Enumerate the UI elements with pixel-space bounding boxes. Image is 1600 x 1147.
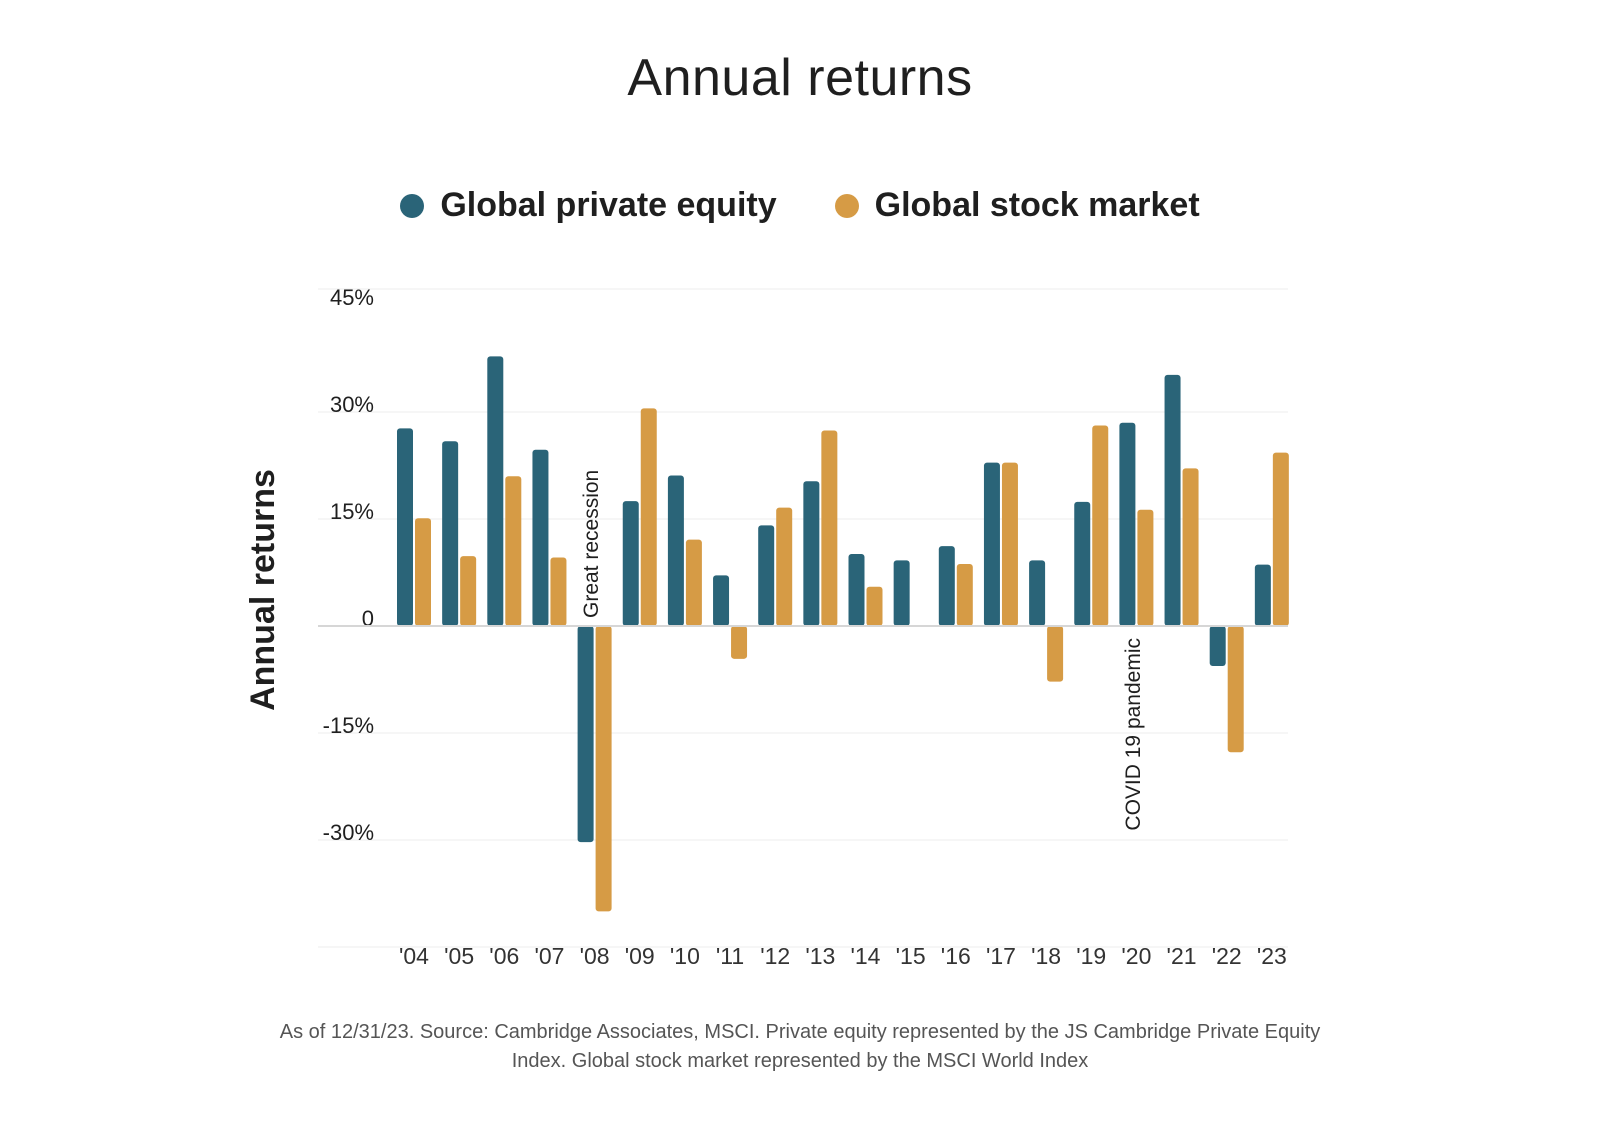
bar-stock-market [956,563,973,626]
bar-stock-market [685,539,702,626]
bar-private-equity [893,560,910,626]
bar-private-equity [758,525,775,626]
bar-private-equity [1164,374,1181,626]
x-tick-label: '20 [1121,943,1151,969]
bar-stock-market [866,586,883,626]
legend-item-stock-market: Global stock market [834,186,1200,225]
legend-label-private-equity: Global private equity [440,186,777,224]
bar-stock-market [595,626,612,912]
annotation-great-recession: Great recession [580,470,603,618]
bar-stock-market [550,557,567,626]
y-tick-label: -15% [323,713,374,738]
x-tick-label: '19 [1076,943,1106,969]
chart-legend: Global private equity Global stock marke… [0,186,1600,225]
x-tick-label: '13 [805,943,835,969]
bar-stock-market [1137,509,1154,626]
x-tick-label: '05 [444,943,474,969]
x-tick-label: '14 [851,943,881,969]
footnote-line-2: Index. Global stock market represented b… [511,1050,1089,1072]
x-tick-label: '11 [716,943,744,969]
bar-private-equity [577,626,594,843]
y-tick-label: 15% [330,499,374,524]
bar-stock-market [640,408,657,626]
bar-stock-market [1272,452,1289,626]
bar-private-equity [442,441,459,626]
x-tick-label: '18 [1031,943,1061,969]
bar-private-equity [1119,422,1136,626]
x-tick-label: '21 [1167,943,1197,969]
legend-swatch-private-equity [400,193,425,218]
x-tick-label: '23 [1257,943,1287,969]
bar-stock-market [1182,468,1199,626]
bar-stock-market [1047,626,1064,682]
legend-item-private-equity: Global private equity [400,186,777,225]
annotation-covid-pandemic: COVID 19 pandemic [1122,638,1145,831]
chart-title: Annual returns [627,49,973,107]
x-tick-label: '06 [489,943,519,969]
bar-private-equity [667,475,684,626]
x-tick-label: '17 [986,943,1016,969]
bar-private-equity [532,449,549,626]
bar-private-equity [1074,501,1091,626]
bar-private-equity [983,462,1000,626]
bar-stock-market [1001,462,1018,626]
bar-private-equity [397,428,413,626]
legend-label-stock-market: Global stock market [874,186,1200,224]
bar-private-equity [622,501,639,626]
y-axis-label: Annual returns [244,469,282,711]
bar-stock-market [731,626,748,659]
x-tick-label: '07 [534,943,564,969]
legend-swatch-stock-market [834,193,859,218]
bar-stock-market [1227,626,1244,753]
x-tick-label: '09 [625,943,655,969]
bar-chart: 45% 30% 15% 0 -15% -30% Annual returns '04 '05 '0… [244,285,1289,969]
footnote-line-1: As of 12/31/23. Source: Cambridge Associ… [279,1021,1321,1043]
bar-stock-market [415,518,431,626]
bar-private-equity [1029,560,1046,626]
bar-stock-market [776,507,793,626]
x-tick-label: '08 [580,943,610,969]
y-tick-label: 45% [330,285,374,310]
y-tick-label: 0 [362,606,374,631]
bar-private-equity [803,481,820,626]
x-tick-label: '22 [1212,943,1242,969]
bar-stock-market [505,476,522,626]
bar-private-equity [713,575,730,626]
bar-private-equity [938,546,955,626]
x-tick-label: '04 [399,943,429,969]
x-tick-label: '16 [941,943,971,969]
bar-private-equity [487,356,504,626]
x-tick-label: '12 [760,943,790,969]
bar-private-equity [1254,564,1271,626]
bar-private-equity [848,553,865,626]
y-tick-label: 30% [330,392,374,417]
x-tick-label: '10 [670,943,700,969]
x-tick-label: '15 [896,943,926,969]
bar-stock-market [460,556,477,626]
bar-private-equity [1209,626,1226,666]
bar-stock-market [821,430,838,626]
chart-footnote: As of 12/31/23. Source: Cambridge Associ… [200,1018,1400,1076]
y-tick-label: -30% [323,820,374,845]
bar-stock-market [1092,425,1109,626]
